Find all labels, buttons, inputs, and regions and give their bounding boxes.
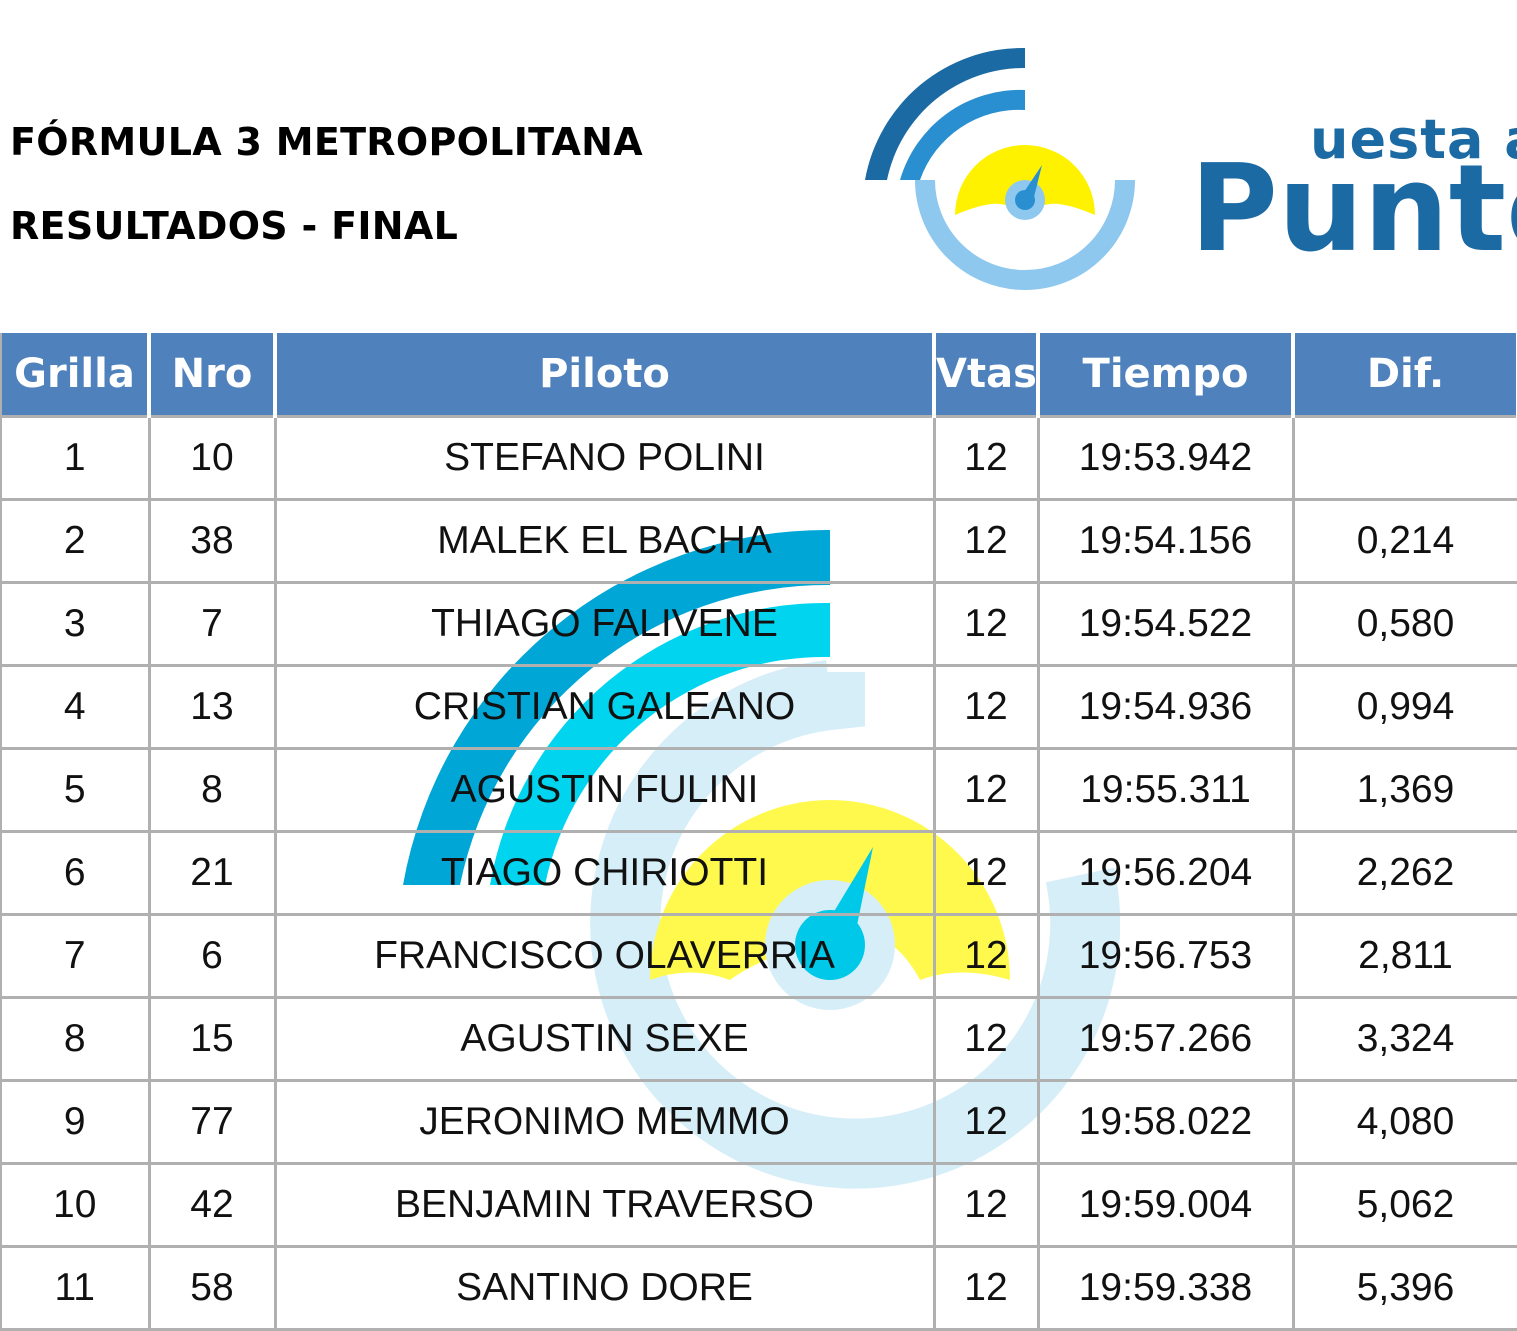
cell-dif [1291, 415, 1517, 501]
cell-piloto: SANTINO DORE [273, 1245, 936, 1331]
page-subtitle: RESULTADOS - FINAL [10, 204, 459, 248]
cell-grilla: 2 [0, 498, 151, 584]
cell-piloto: BENJAMIN TRAVERSO [273, 1162, 936, 1248]
results-table: Grilla Nro Piloto Vtas Tiempo Dif. 1 10 ST… [0, 333, 1517, 1331]
table-row: 7 6 FRANCISCO OLAVERRIA 12 19:56.753 2,811 [0, 913, 1517, 999]
cell-tiempo: 19:53.942 [1036, 415, 1295, 501]
cell-nro: 6 [147, 913, 277, 999]
cell-grilla: 3 [0, 581, 151, 667]
table-row: 3 7 THIAGO FALIVENE 12 19:54.522 0,580 [0, 581, 1517, 667]
cell-tiempo: 19:54.156 [1036, 498, 1295, 584]
cell-tiempo: 19:59.338 [1036, 1245, 1295, 1331]
cell-grilla: 4 [0, 664, 151, 750]
cell-dif: 0,994 [1291, 664, 1517, 750]
table-row: 10 42 BENJAMIN TRAVERSO 12 19:59.004 5,062 [0, 1162, 1517, 1248]
cell-vtas: 12 [932, 830, 1040, 916]
cell-vtas: 12 [932, 664, 1040, 750]
cell-piloto: CRISTIAN GALEANO [273, 664, 936, 750]
table-header-row: Grilla Nro Piloto Vtas Tiempo Dif. [0, 333, 1517, 417]
cell-dif: 0,580 [1291, 581, 1517, 667]
cell-piloto: AGUSTIN SEXE [273, 996, 936, 1082]
cell-piloto: AGUSTIN FULINI [273, 747, 936, 833]
cell-dif: 3,324 [1291, 996, 1517, 1082]
cell-nro: 13 [147, 664, 277, 750]
table-row: 5 8 AGUSTIN FULINI 12 19:55.311 1,369 [0, 747, 1517, 833]
cell-nro: 21 [147, 830, 277, 916]
cell-vtas: 12 [932, 1162, 1040, 1248]
table-row: 2 38 MALEK EL BACHA 12 19:54.156 0,214 [0, 498, 1517, 584]
cell-dif: 0,214 [1291, 498, 1517, 584]
cell-dif: 5,062 [1291, 1162, 1517, 1248]
cell-vtas: 12 [932, 498, 1040, 584]
table-row: 6 21 TIAGO CHIRIOTTI 12 19:56.204 2,262 [0, 830, 1517, 916]
cell-tiempo: 19:56.753 [1036, 913, 1295, 999]
cell-nro: 42 [147, 1162, 277, 1248]
column-header-piloto: Piloto [273, 333, 936, 417]
column-header-vtas: Vtas [932, 333, 1040, 417]
table-row: 4 13 CRISTIAN GALEANO 12 19:54.936 0,994 [0, 664, 1517, 750]
cell-piloto: JERONIMO MEMMO [273, 1079, 936, 1165]
cell-nro: 38 [147, 498, 277, 584]
column-header-grilla: Grilla [0, 333, 151, 417]
cell-dif: 1,369 [1291, 747, 1517, 833]
speedometer-gauge-icon [865, 47, 1135, 290]
cell-vtas: 12 [932, 996, 1040, 1082]
title-block: FÓRMULA 3 METROPOLITANA RESULTADOS - FIN… [10, 100, 643, 268]
cell-tiempo: 19:55.311 [1036, 747, 1295, 833]
cell-dif: 2,811 [1291, 913, 1517, 999]
cell-grilla: 9 [0, 1079, 151, 1165]
cell-nro: 77 [147, 1079, 277, 1165]
column-header-tiempo: Tiempo [1036, 333, 1295, 417]
cell-nro: 7 [147, 581, 277, 667]
cell-tiempo: 19:56.204 [1036, 830, 1295, 916]
cell-dif: 2,262 [1291, 830, 1517, 916]
cell-tiempo: 19:57.266 [1036, 996, 1295, 1082]
logo-word-top: uesta a [1310, 108, 1517, 171]
column-header-dif: Dif. [1291, 333, 1517, 417]
cell-nro: 15 [147, 996, 277, 1082]
cell-grilla: 11 [0, 1245, 151, 1331]
cell-grilla: 5 [0, 747, 151, 833]
page-title: FÓRMULA 3 METROPOLITANA [10, 120, 643, 164]
cell-nro: 10 [147, 415, 277, 501]
cell-piloto: MALEK EL BACHA [273, 498, 936, 584]
cell-dif: 4,080 [1291, 1079, 1517, 1165]
table-row: 9 77 JERONIMO MEMMO 12 19:58.022 4,080 [0, 1079, 1517, 1165]
cell-tiempo: 19:59.004 [1036, 1162, 1295, 1248]
cell-dif: 5,396 [1291, 1245, 1517, 1331]
cell-nro: 58 [147, 1245, 277, 1331]
cell-nro: 8 [147, 747, 277, 833]
cell-vtas: 12 [932, 415, 1040, 501]
cell-piloto: STEFANO POLINI [273, 415, 936, 501]
cell-grilla: 8 [0, 996, 151, 1082]
cell-tiempo: 19:58.022 [1036, 1079, 1295, 1165]
column-header-nro: Nro [147, 333, 277, 417]
puesta-a-punto-logo: uesta a Punto [860, 40, 1517, 320]
cell-vtas: 12 [932, 747, 1040, 833]
cell-vtas: 12 [932, 1079, 1040, 1165]
table-row: 8 15 AGUSTIN SEXE 12 19:57.266 3,324 [0, 996, 1517, 1082]
cell-vtas: 12 [932, 1245, 1040, 1331]
cell-vtas: 12 [932, 581, 1040, 667]
cell-grilla: 1 [0, 415, 151, 501]
table-row: 11 58 SANTINO DORE 12 19:59.338 5,396 [0, 1245, 1517, 1331]
cell-grilla: 7 [0, 913, 151, 999]
cell-piloto: FRANCISCO OLAVERRIA [273, 913, 936, 999]
cell-vtas: 12 [932, 913, 1040, 999]
cell-piloto: THIAGO FALIVENE [273, 581, 936, 667]
cell-tiempo: 19:54.522 [1036, 581, 1295, 667]
cell-grilla: 10 [0, 1162, 151, 1248]
logo-word-bottom: Punto [1190, 140, 1517, 279]
cell-grilla: 6 [0, 830, 151, 916]
table-row: 1 10 STEFANO POLINI 12 19:53.942 [0, 415, 1517, 501]
cell-piloto: TIAGO CHIRIOTTI [273, 830, 936, 916]
cell-tiempo: 19:54.936 [1036, 664, 1295, 750]
